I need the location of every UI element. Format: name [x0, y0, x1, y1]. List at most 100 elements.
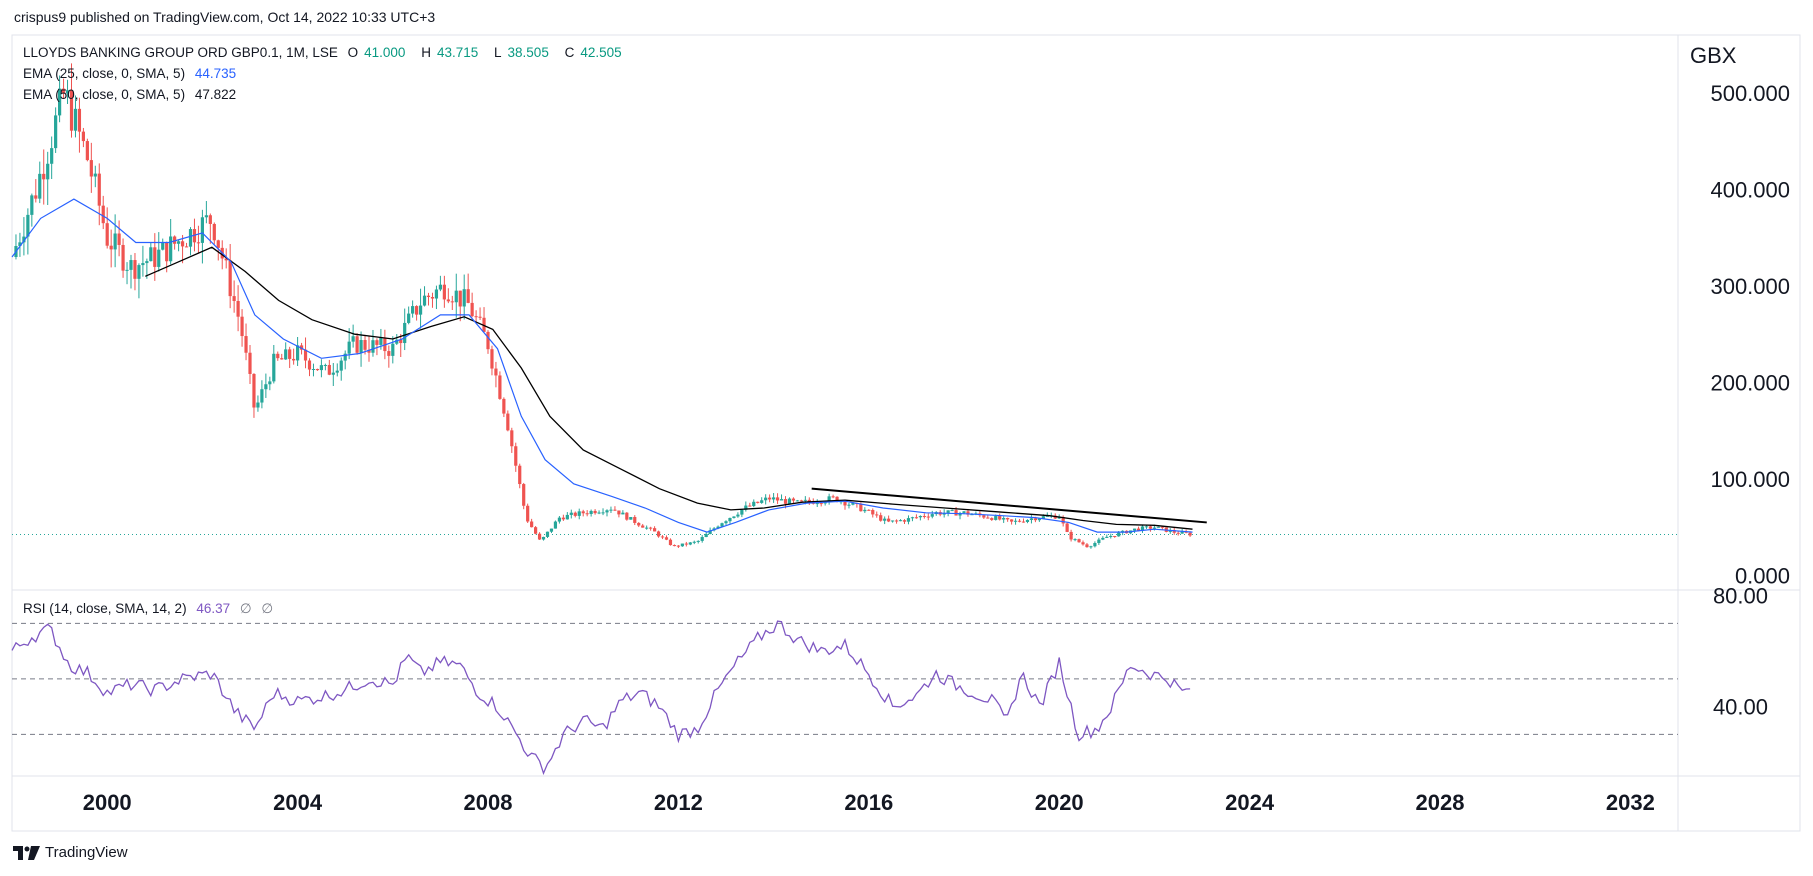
candle-body: [593, 510, 597, 514]
candle-body: [1140, 526, 1145, 531]
candle: [950, 509, 954, 512]
candle-body: [426, 295, 431, 298]
candle-body: [224, 258, 228, 261]
candle-body: [367, 349, 371, 353]
candle: [887, 515, 891, 523]
candle: [902, 519, 907, 524]
time-tick-label: 2008: [464, 790, 513, 815]
price-tick-label: 500.000: [1710, 81, 1790, 106]
price-tick-label: 100.000: [1710, 467, 1790, 492]
candle: [593, 509, 597, 515]
candle-body: [46, 163, 50, 180]
ema25-legend[interactable]: EMA (25, close, 0, SMA, 5) 44.735: [23, 66, 242, 81]
candle: [581, 509, 585, 517]
candle-body: [764, 497, 768, 501]
candle-body: [541, 536, 546, 540]
candle: [200, 209, 204, 264]
ema50-value: 47.822: [194, 87, 237, 102]
candle-body: [779, 499, 784, 501]
candle-body: [891, 520, 895, 522]
candle: [351, 324, 355, 348]
candle-body: [982, 515, 986, 518]
candle-body: [430, 297, 435, 299]
candle-body: [823, 502, 827, 504]
candle-body: [1117, 532, 1121, 537]
candle: [732, 516, 736, 519]
price-pane[interactable]: [11, 63, 1678, 549]
candle-body: [22, 236, 26, 243]
ema50-legend[interactable]: EMA (50, close, 0, SMA, 5) 47.822: [23, 87, 242, 102]
candle-body: [609, 509, 613, 511]
candle: [894, 519, 899, 524]
candle-body: [760, 500, 764, 503]
candle: [264, 373, 268, 398]
candle-body: [1132, 528, 1137, 531]
rsi-pane[interactable]: [11, 620, 1678, 776]
symbol-label[interactable]: LLOYDS BANKING GROUP ORD GBP0.1, 1M, LSE: [23, 45, 338, 60]
candle-body: [518, 465, 522, 485]
candle-body: [867, 509, 871, 511]
candle: [791, 497, 796, 504]
candle-body: [1010, 519, 1014, 522]
candle-body: [65, 90, 70, 94]
candle-body: [510, 430, 514, 447]
candle-body: [1077, 539, 1081, 543]
chart-frame: [11, 34, 1801, 832]
candle: [173, 235, 177, 250]
candle: [399, 333, 403, 358]
candle: [502, 397, 506, 418]
candle: [248, 345, 252, 385]
candle-body: [296, 345, 300, 361]
candle-body: [288, 349, 292, 359]
candle: [668, 538, 673, 546]
candle-body: [775, 497, 780, 501]
candle: [986, 515, 990, 519]
candle-body: [327, 364, 331, 375]
candle-body: [827, 496, 831, 503]
candle: [906, 515, 911, 525]
candle-body: [783, 499, 788, 504]
candle-body: [768, 497, 772, 500]
tradingview-brand[interactable]: TradingView: [13, 844, 128, 861]
candle-body: [109, 245, 113, 250]
candle: [260, 380, 264, 409]
candle-body: [137, 265, 141, 279]
candle-body: [434, 289, 439, 299]
rsi-legend[interactable]: RSI (14, close, SMA, 14, 2) 46.37 ∅ ∅: [23, 601, 279, 617]
candle-body: [1021, 521, 1026, 523]
candle: [177, 239, 181, 252]
rsi-extra-2: ∅: [261, 601, 274, 616]
tradingview-logo-icon: [13, 845, 40, 860]
candle: [355, 333, 359, 355]
candle-body: [407, 313, 411, 323]
ohlc-close: C 42.505: [564, 45, 622, 60]
candle-body: [752, 501, 756, 507]
candle-body: [688, 542, 692, 545]
candle-body: [30, 195, 34, 215]
candle: [910, 516, 915, 522]
candle-body: [569, 512, 573, 515]
rsi-label: RSI (14, close, SMA, 14, 2): [23, 601, 187, 616]
candle-body: [966, 511, 970, 515]
candle: [545, 531, 550, 539]
candle-body: [863, 509, 867, 512]
candle: [391, 336, 395, 364]
candle-body: [1037, 518, 1041, 521]
price-tick-label: 0.000: [1735, 564, 1790, 589]
candle-body: [391, 343, 395, 356]
candle-body: [1152, 527, 1156, 529]
candle: [740, 509, 744, 518]
candle: [613, 506, 617, 511]
candle-body: [641, 525, 645, 528]
candle-body: [244, 336, 248, 353]
candle: [422, 286, 427, 307]
candle-body: [1176, 532, 1180, 534]
candle: [871, 508, 875, 518]
candle-body: [545, 531, 550, 537]
candle: [1006, 517, 1010, 522]
candle-body: [466, 289, 470, 303]
candle: [50, 136, 54, 180]
candle-body: [411, 306, 415, 314]
candle-body: [756, 501, 760, 503]
